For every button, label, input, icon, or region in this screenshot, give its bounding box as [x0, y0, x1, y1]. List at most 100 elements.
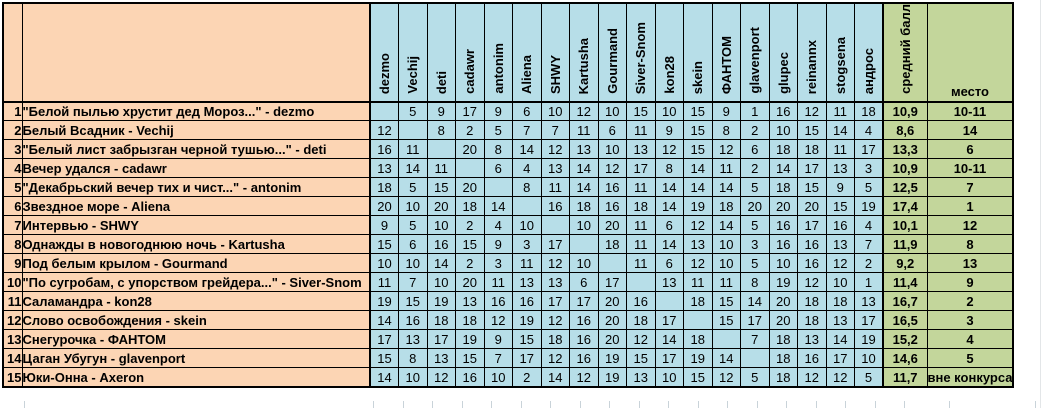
- score-cell[interactable]: 14: [654, 234, 684, 255]
- average-score[interactable]: 11,9: [882, 234, 928, 255]
- score-cell[interactable]: 12: [597, 158, 627, 179]
- score-cell[interactable]: 11: [626, 120, 656, 141]
- score-cell[interactable]: 10: [768, 253, 798, 274]
- score-cell[interactable]: 16: [569, 310, 599, 331]
- score-cell[interactable]: 13: [797, 329, 827, 350]
- average-score[interactable]: 10,1: [882, 215, 928, 236]
- score-cell[interactable]: 16: [825, 215, 855, 236]
- voter-header[interactable]: ФАНТОМ: [711, 2, 741, 103]
- score-cell[interactable]: 12: [825, 367, 855, 388]
- score-cell[interactable]: 8: [483, 139, 513, 160]
- score-cell[interactable]: 13: [369, 158, 399, 179]
- score-cell[interactable]: 15: [797, 120, 827, 141]
- score-cell[interactable]: 16: [512, 291, 542, 312]
- score-cell[interactable]: 12: [825, 253, 855, 274]
- score-cell[interactable]: 13: [626, 139, 656, 160]
- entry-title[interactable]: Снегурочка - ФАНТОМ: [21, 329, 371, 350]
- place-cell[interactable]: 10-11: [926, 101, 1014, 122]
- score-cell[interactable]: 12: [626, 329, 656, 350]
- score-cell[interactable]: 17: [654, 348, 684, 369]
- score-cell[interactable]: 19: [683, 196, 713, 217]
- score-cell[interactable]: 18: [768, 367, 798, 388]
- score-cell[interactable]: 18: [683, 329, 713, 350]
- score-cell[interactable]: 12: [711, 367, 741, 388]
- score-cell[interactable]: 20: [597, 215, 627, 236]
- score-cell[interactable]: 7: [740, 329, 770, 350]
- score-cell[interactable]: 6: [512, 101, 542, 122]
- score-cell[interactable]: 14: [369, 367, 399, 388]
- score-cell[interactable]: 11: [398, 139, 428, 160]
- entry-title[interactable]: "По сугробам, с упорством грейдера..." -…: [21, 272, 371, 293]
- average-score[interactable]: 11,4: [882, 272, 928, 293]
- voter-header[interactable]: cadawr: [455, 2, 485, 103]
- score-cell[interactable]: 11: [825, 101, 855, 122]
- score-cell[interactable]: 14: [711, 348, 741, 369]
- score-cell[interactable]: 15: [683, 367, 713, 388]
- score-cell[interactable]: 5: [740, 177, 770, 198]
- score-cell[interactable]: [512, 196, 542, 217]
- score-cell[interactable]: 1: [854, 272, 884, 293]
- voter-header[interactable]: skein: [683, 2, 713, 103]
- score-cell[interactable]: 12: [683, 215, 713, 236]
- corner-cell-title[interactable]: [21, 2, 371, 103]
- entry-title[interactable]: "Белой пылью хрустит дед Мороз..." - dez…: [21, 101, 371, 122]
- score-cell[interactable]: 16: [797, 348, 827, 369]
- voter-header[interactable]: SHWY: [540, 2, 570, 103]
- score-cell[interactable]: 13: [654, 272, 684, 293]
- score-cell[interactable]: 14: [569, 158, 599, 179]
- score-cell[interactable]: 7: [483, 348, 513, 369]
- score-cell[interactable]: 10: [854, 348, 884, 369]
- score-cell[interactable]: 10: [654, 367, 684, 388]
- score-cell[interactable]: 10: [369, 253, 399, 274]
- score-cell[interactable]: 13: [825, 310, 855, 331]
- average-score[interactable]: 9,2: [882, 253, 928, 274]
- score-cell[interactable]: 8: [654, 158, 684, 179]
- score-cell[interactable]: 17: [569, 291, 599, 312]
- score-cell[interactable]: 11: [540, 177, 570, 198]
- place-cell[interactable]: 9: [926, 272, 1014, 293]
- score-cell[interactable]: 12: [483, 310, 513, 331]
- row-number[interactable]: 11: [2, 291, 23, 312]
- row-number[interactable]: 10: [2, 272, 23, 293]
- score-cell[interactable]: [597, 253, 627, 274]
- place-cell[interactable]: вне конкурса: [926, 367, 1014, 388]
- score-cell[interactable]: 14: [711, 177, 741, 198]
- voter-header[interactable]: kon28: [654, 2, 684, 103]
- score-cell[interactable]: 18: [797, 310, 827, 331]
- voter-header[interactable]: Vechij: [398, 2, 428, 103]
- score-cell[interactable]: [540, 215, 570, 236]
- place-cell[interactable]: 13: [926, 253, 1014, 274]
- score-cell[interactable]: 5: [740, 253, 770, 274]
- score-cell[interactable]: 16: [626, 291, 656, 312]
- voter-header[interactable]: Gourmand: [597, 2, 627, 103]
- score-cell[interactable]: 18: [768, 177, 798, 198]
- voter-header[interactable]: Kartusha: [569, 2, 599, 103]
- row-number[interactable]: 3: [2, 139, 23, 160]
- score-cell[interactable]: 9: [483, 234, 513, 255]
- score-cell[interactable]: 3: [483, 253, 513, 274]
- voter-header[interactable]: glupec: [768, 2, 798, 103]
- average-score[interactable]: 10,9: [882, 158, 928, 179]
- voter-header[interactable]: dezmo: [369, 2, 399, 103]
- entry-title[interactable]: Юки-Онна - Axeron: [21, 367, 371, 388]
- score-cell[interactable]: 11: [626, 253, 656, 274]
- entry-title[interactable]: "Декабрьский вечер тих и чист..." - anto…: [21, 177, 371, 198]
- score-cell[interactable]: 12: [711, 139, 741, 160]
- score-cell[interactable]: 12: [797, 272, 827, 293]
- entry-title[interactable]: Слово освобождения - skein: [21, 310, 371, 331]
- average-score[interactable]: 11,7: [882, 367, 928, 388]
- score-cell[interactable]: 20: [455, 272, 485, 293]
- entry-title[interactable]: Под белым крылом - Gourmand: [21, 253, 371, 274]
- score-cell[interactable]: 5: [398, 215, 428, 236]
- voter-header[interactable]: reinannx: [797, 2, 827, 103]
- score-cell[interactable]: 13: [426, 348, 456, 369]
- score-cell[interactable]: 7: [512, 120, 542, 141]
- score-cell[interactable]: 13: [569, 139, 599, 160]
- score-cell[interactable]: 11: [825, 139, 855, 160]
- row-number[interactable]: 6: [2, 196, 23, 217]
- score-cell[interactable]: 12: [540, 348, 570, 369]
- row-number[interactable]: 4: [2, 158, 23, 179]
- score-cell[interactable]: 11: [626, 177, 656, 198]
- score-cell[interactable]: 12: [369, 120, 399, 141]
- average-score[interactable]: 15,2: [882, 329, 928, 350]
